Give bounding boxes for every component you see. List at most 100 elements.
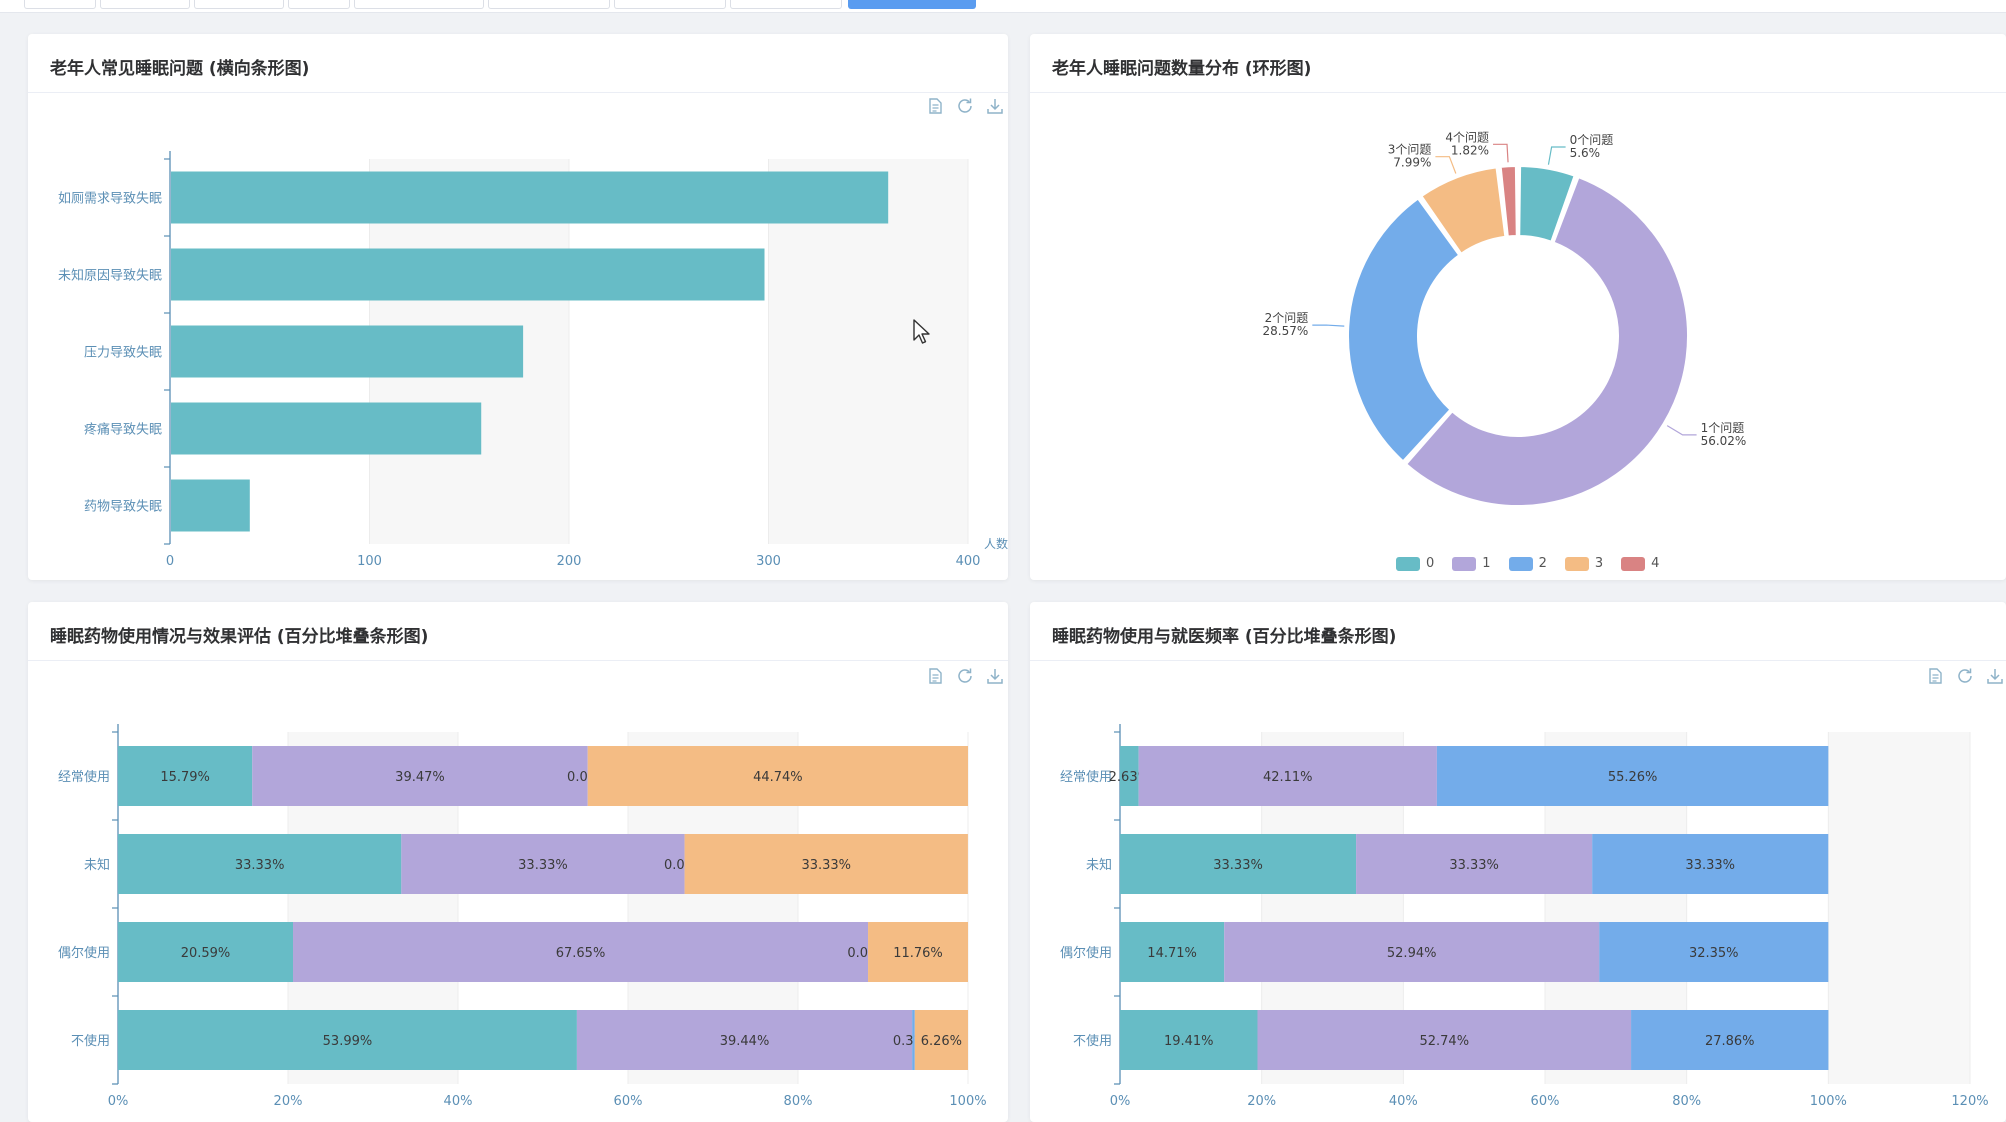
bar-segment [1257, 1010, 1632, 1070]
slice-label: 4个问题 [1445, 130, 1489, 144]
data-label: 44.74% [753, 770, 803, 785]
data-label: 42.11% [1263, 770, 1313, 785]
bar-segment [1356, 834, 1593, 894]
tab-1[interactable] [24, 0, 96, 9]
x-tick-label: 20% [274, 1094, 303, 1109]
x-tick-label: 60% [1531, 1094, 1560, 1109]
category-label: 未知原因导致失眠 [58, 268, 162, 284]
data-label: 33.33% [235, 858, 285, 873]
bar-segment [1120, 1010, 1258, 1070]
x-tick-label: 20% [1247, 1094, 1276, 1109]
data-label: 33.33% [801, 858, 851, 873]
x-tick-label: 300 [756, 554, 781, 569]
bar [171, 248, 765, 301]
bar-segment [252, 746, 588, 806]
panel-medication-effect: 睡眠药物使用情况与效果评估 (百分比堆叠条形图) 0% 20% 40% 60% 80% 1… [28, 602, 1008, 1122]
legend-item[interactable]: 0 [1396, 556, 1434, 571]
data-label: 33.33% [518, 858, 568, 873]
category-label: 药物导致失眠 [84, 500, 162, 515]
mouse-cursor-icon [913, 319, 930, 344]
legend-label: 3 [1594, 556, 1604, 571]
refresh-icon[interactable] [956, 667, 974, 685]
bar-segment [1120, 746, 1139, 806]
bar-segment [118, 922, 294, 982]
slice-label: 0个问题 [1570, 133, 1614, 147]
legend-swatch [1564, 556, 1589, 571]
slice-percent: 28.57% [1263, 324, 1309, 338]
data-label: 32.35% [1689, 946, 1739, 961]
bar-segment [912, 1010, 915, 1070]
data-label: 67.65% [556, 946, 606, 961]
panel-title: 睡眠药物使用情况与效果评估 (百分比堆叠条形图) [50, 627, 429, 647]
panel-problem-count: 老年人睡眠问题数量分布 (环形图) 0个问题 5.6% 1个问题 56.02% 2个问题… [1030, 34, 2006, 580]
donut-slice [1347, 197, 1461, 463]
bar-segment [684, 834, 968, 894]
donut-legend: 0 1 2 3 4 [1396, 556, 1659, 571]
panel-header: 老年人睡眠问题数量分布 (环形图) [1030, 34, 2006, 93]
tab-8[interactable] [730, 0, 842, 9]
legend-label: 1 [1482, 556, 1491, 571]
toolbox [1926, 667, 2004, 685]
category-label: 未知 [84, 857, 110, 873]
panel-title: 老年人常见睡眠问题 (横向条形图) [50, 59, 310, 79]
x-tick-label: 40% [1389, 1094, 1418, 1109]
legend-item[interactable]: 3 [1564, 556, 1604, 571]
legend-label: 2 [1538, 556, 1547, 571]
download-icon[interactable] [986, 667, 1004, 685]
bar-segment [1120, 922, 1225, 982]
bar [171, 171, 889, 224]
slice-label: 2个问题 [1265, 311, 1309, 325]
stacked-bar-chart: 0%20%40%60%80%100%经常使用15.79%39.47%0.00%4… [58, 724, 987, 1109]
bar-segment [118, 1010, 577, 1070]
tab-6[interactable] [488, 0, 610, 9]
bar-segment [914, 1010, 968, 1070]
panel-title: 睡眠药物使用与就医频率 (百分比堆叠条形图) [1052, 627, 1397, 647]
category-label: 经常使用 [1060, 769, 1112, 785]
label-leader-line [1493, 143, 1509, 163]
bar [171, 479, 250, 532]
bar-segment [587, 746, 968, 806]
label-leader-line [1435, 156, 1457, 174]
x-tick-label: 100% [949, 1094, 986, 1109]
tab-4[interactable] [288, 0, 350, 9]
legend-label: 4 [1651, 556, 1660, 571]
refresh-icon[interactable] [956, 97, 974, 115]
x-axis-label: 人数 [984, 536, 1008, 551]
tab-3[interactable] [194, 0, 284, 9]
toolbox [926, 667, 1004, 685]
label-leader-line [1312, 324, 1345, 327]
data-label: 6.26% [921, 1034, 962, 1049]
panel-header: 睡眠药物使用情况与效果评估 (百分比堆叠条形图) [28, 602, 1008, 661]
tab-7[interactable] [614, 0, 726, 9]
legend-item[interactable]: 4 [1621, 556, 1659, 571]
panel-sleep-problems: 老年人常见睡眠问题 (横向条形图) 0 100 200 300 400 如厕需求导致失眠未… [28, 34, 1008, 580]
data-view-icon[interactable] [1926, 667, 1944, 685]
tab-2[interactable] [100, 0, 190, 9]
x-tick-label: 40% [444, 1094, 473, 1109]
x-tick-label: 120% [1951, 1094, 1988, 1109]
data-label: 39.47% [395, 770, 445, 785]
donut-slice [1499, 165, 1518, 238]
legend-item[interactable]: 2 [1508, 556, 1547, 571]
data-view-icon[interactable] [926, 667, 944, 685]
data-label: 53.99% [323, 1034, 373, 1049]
slice-percent: 7.99% [1393, 156, 1431, 170]
tab-5[interactable] [354, 0, 484, 9]
slice-percent: 1.82% [1451, 143, 1489, 157]
data-view-icon[interactable] [926, 97, 944, 115]
bar [171, 402, 482, 455]
label-leader-line [1547, 146, 1566, 165]
data-label: 20.59% [181, 946, 231, 961]
bar-segment [1436, 746, 1829, 806]
x-tick-label: 200 [557, 554, 582, 569]
category-label: 不使用 [1073, 1033, 1112, 1049]
bar-segment [401, 834, 685, 894]
x-tick-label: 60% [614, 1094, 643, 1109]
download-icon[interactable] [986, 97, 1004, 115]
legend-item[interactable]: 1 [1452, 556, 1491, 571]
x-tick-label: 80% [1672, 1094, 1701, 1109]
tab-active[interactable] [848, 0, 976, 9]
download-icon[interactable] [1986, 667, 2004, 685]
bar-segment [576, 1010, 913, 1070]
refresh-icon[interactable] [1956, 667, 1974, 685]
